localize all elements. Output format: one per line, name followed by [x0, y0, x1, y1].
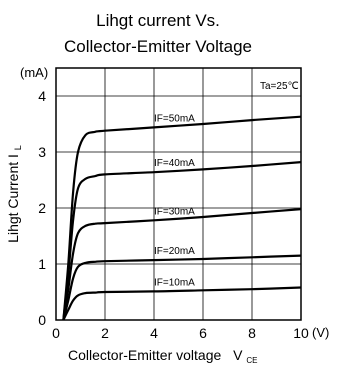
y-axis-label-subscript: L — [13, 145, 23, 150]
chart-title-line-1: Lihgt current Vs. — [96, 11, 220, 30]
curve-labels: IF=10mA IF=20mA IF=30mA IF=40mA IF=50mA — [154, 113, 195, 288]
tick-labels: 0 2 4 6 8 10 0 1 2 3 4 — [38, 88, 309, 341]
curve-if-40ma — [62, 161, 302, 321]
x-tick-label: 4 — [150, 325, 158, 341]
curve-if-10ma — [62, 286, 302, 321]
y-tick-label: 3 — [38, 144, 46, 160]
x-tick-label: 8 — [248, 325, 256, 341]
x-axis-label-subscript: CE — [246, 356, 257, 365]
y-axis-label: Lihgt Current I L — [5, 145, 23, 243]
curve-label: IF=10mA — [154, 277, 195, 288]
annotation-temperature: Ta=25℃ — [260, 81, 299, 92]
y-tick-label: 4 — [38, 88, 46, 104]
y-tick-label: 0 — [38, 312, 46, 328]
curve-label: IF=40mA — [154, 158, 195, 169]
x-tick-label: 10 — [293, 325, 309, 341]
x-tick-label: 2 — [101, 325, 109, 341]
x-axis-label-main: Collector-Emitter voltage — [68, 347, 221, 363]
curve-label: IF=20mA — [154, 246, 195, 257]
y-tick-label: 1 — [38, 256, 46, 272]
curves — [62, 115, 302, 321]
y-unit-label: (mA) — [20, 65, 48, 80]
x-axis-label-v: V — [233, 347, 243, 363]
chart-title-line-2: Collector-Emitter Voltage — [64, 37, 252, 56]
curve-label: IF=50mA — [154, 113, 195, 124]
x-tick-label: 0 — [52, 325, 60, 341]
curve-if-30ma — [62, 208, 302, 321]
grid — [56, 68, 301, 320]
x-unit-label: (V) — [312, 325, 329, 340]
y-axis-label-main: Lihgt Current I — [5, 154, 21, 243]
curve-label: IF=30mA — [154, 206, 195, 217]
curve-if-20ma — [62, 254, 302, 321]
curve-if-50ma — [62, 115, 302, 321]
x-tick-label: 6 — [199, 325, 207, 341]
y-tick-label: 2 — [38, 200, 46, 216]
plot-frame — [55, 67, 302, 321]
x-axis-label: Collector-Emitter voltage V CE — [68, 347, 258, 365]
